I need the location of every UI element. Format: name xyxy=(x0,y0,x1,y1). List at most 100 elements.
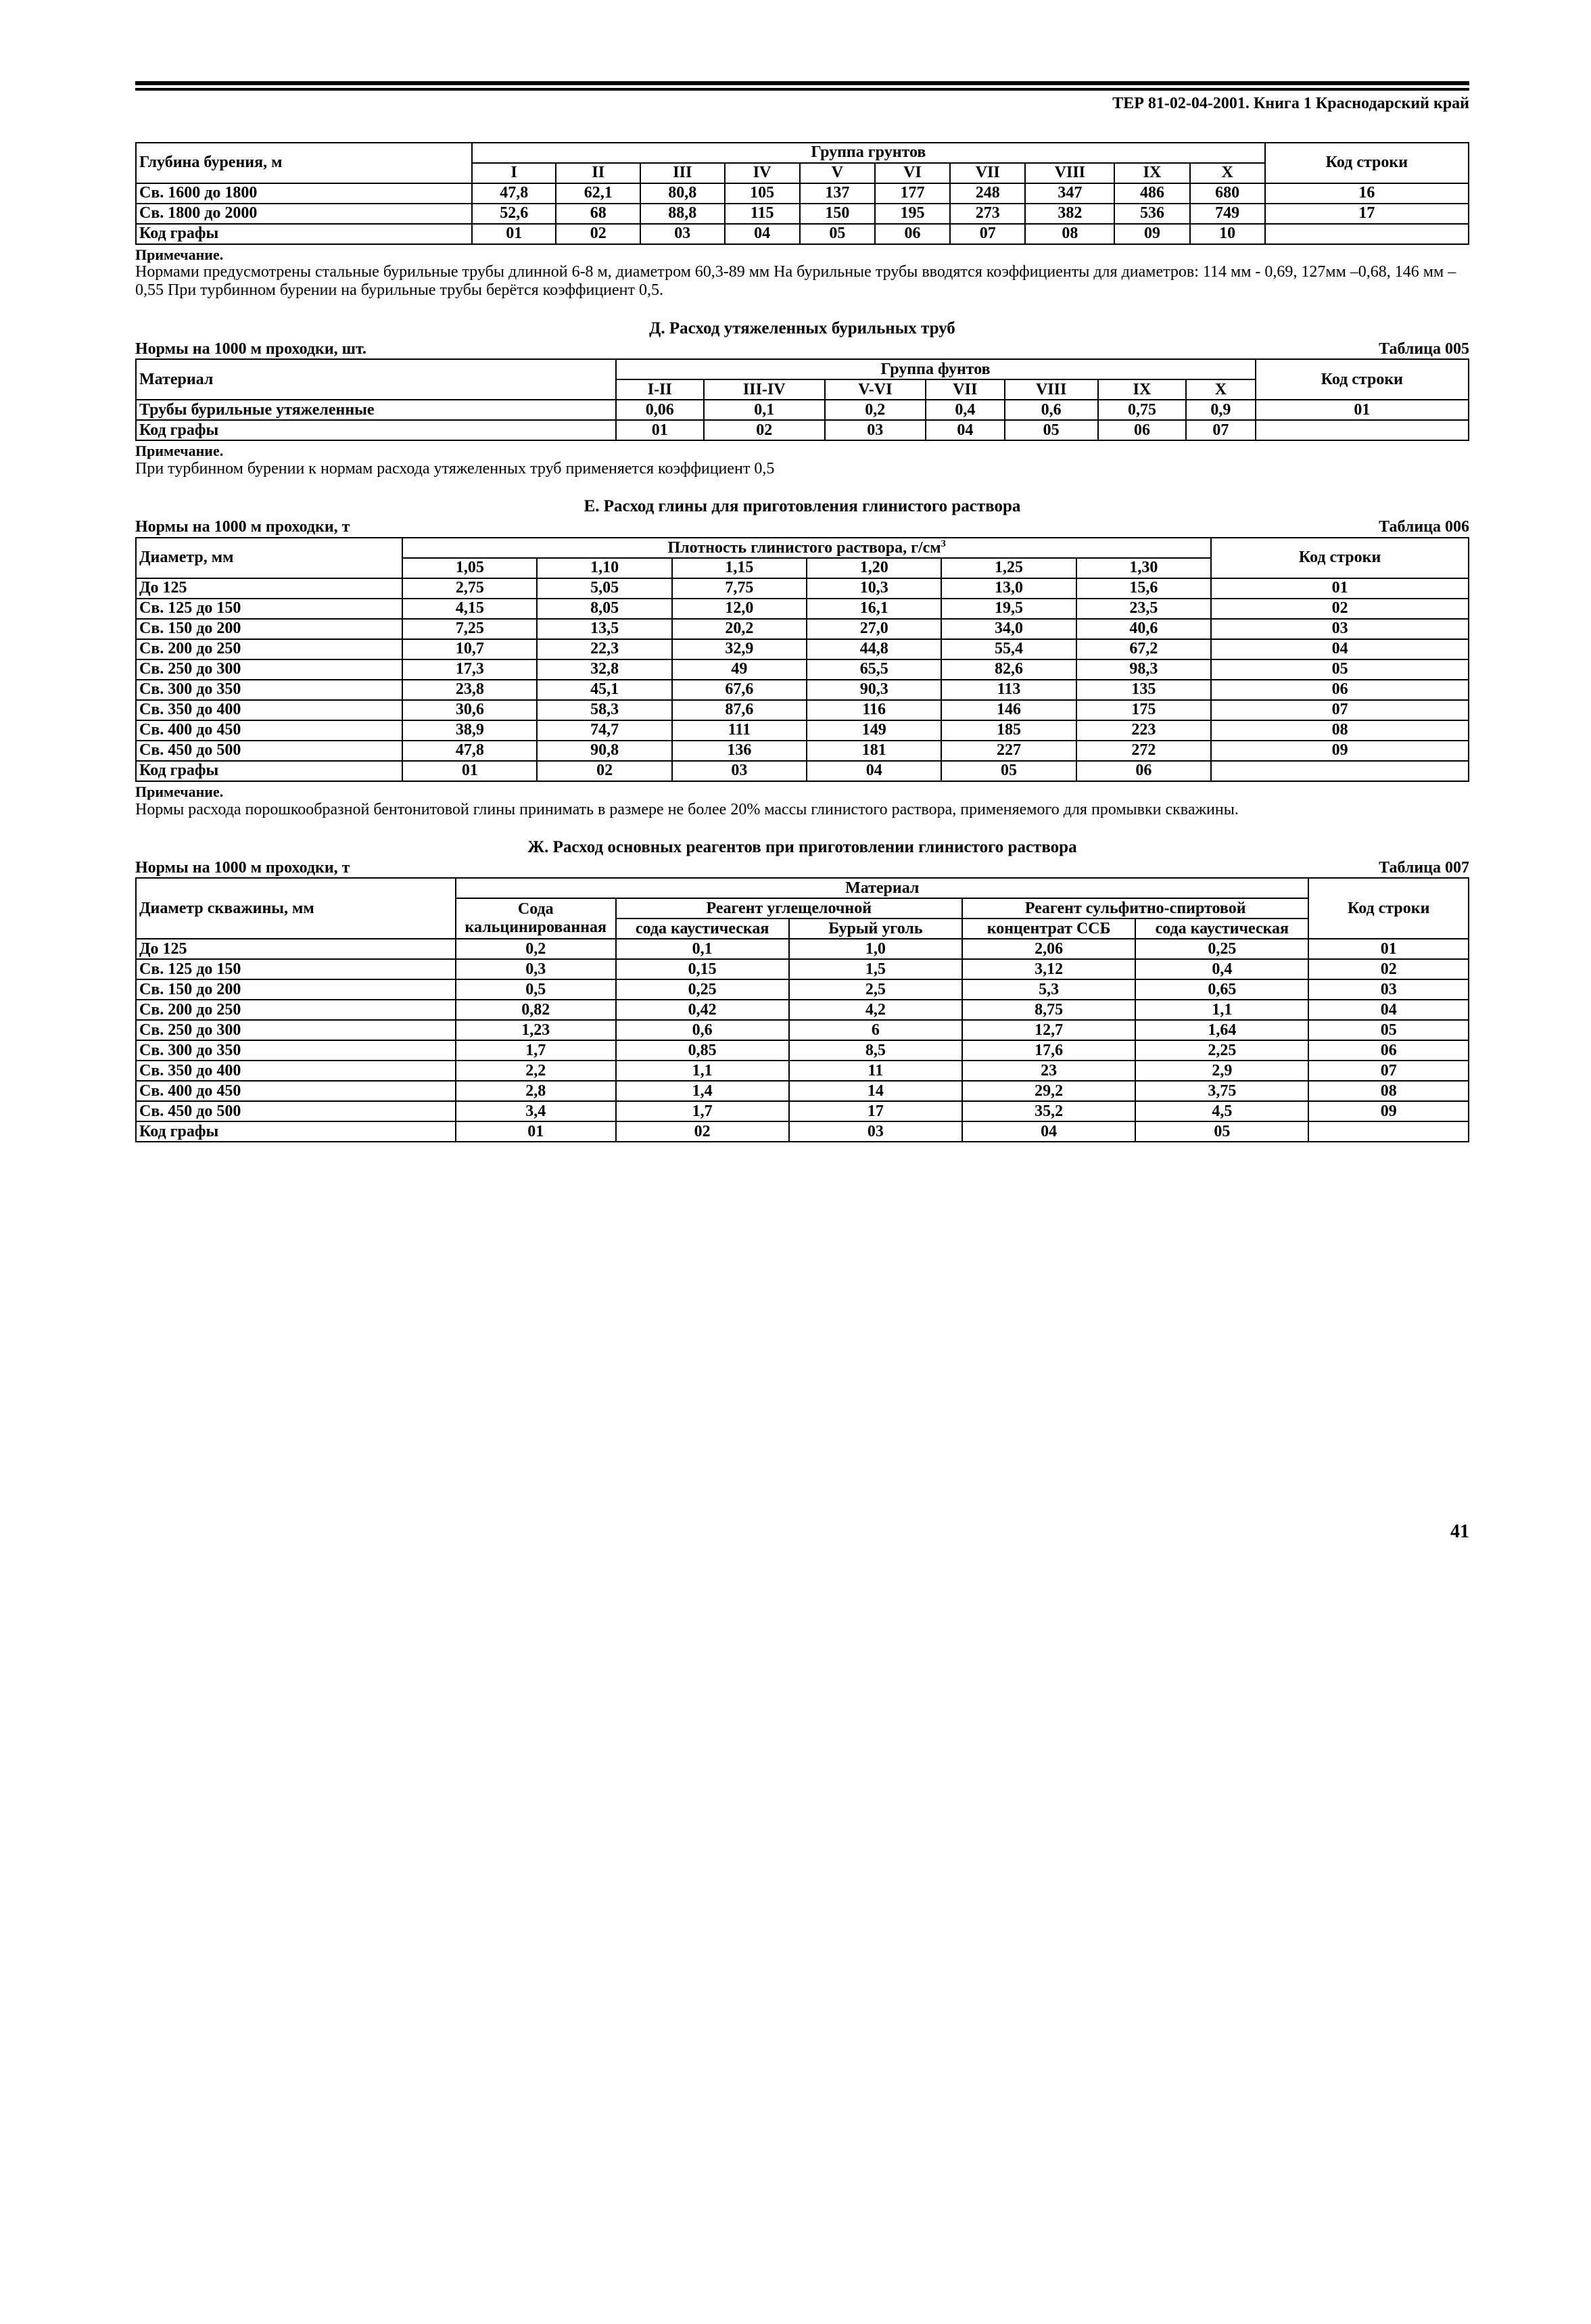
cell: 146 xyxy=(941,700,1076,720)
row-code: 09 xyxy=(1211,741,1469,761)
cell: 08 xyxy=(1025,224,1114,244)
cell: 8,75 xyxy=(962,1000,1135,1020)
cell: 03 xyxy=(789,1121,962,1142)
col-header: III xyxy=(640,163,725,183)
norms-e: Нормы на 1000 м проходки, т xyxy=(135,518,350,537)
cell: 0,3 xyxy=(456,959,616,979)
cell: 05 xyxy=(1135,1121,1308,1142)
table-row: Св. 1600 до 180047,862,180,8105137177248… xyxy=(136,183,1469,204)
cell: 2,2 xyxy=(456,1061,616,1081)
row-label: Св. 400 до 450 xyxy=(136,720,402,741)
cell: 17,6 xyxy=(962,1040,1135,1061)
cell: 5,3 xyxy=(962,979,1135,1000)
col-header: 1,25 xyxy=(941,558,1076,578)
cell: 0,15 xyxy=(616,959,789,979)
row-code: 01 xyxy=(1211,578,1469,599)
col-header: IV xyxy=(725,163,800,183)
col-header: 1,20 xyxy=(807,558,941,578)
cell: 6 xyxy=(789,1020,962,1040)
row-code: 06 xyxy=(1308,1040,1469,1061)
row-label: Св. 125 до 150 xyxy=(136,959,456,979)
cell: 0,1 xyxy=(704,400,825,420)
h2: Реагент углещелочной xyxy=(616,898,962,919)
cell: 35,2 xyxy=(962,1101,1135,1121)
cell: 14 xyxy=(789,1081,962,1101)
cell: 82,6 xyxy=(941,659,1076,680)
cell: 29,2 xyxy=(962,1081,1135,1101)
row-label: Св. 450 до 500 xyxy=(136,741,402,761)
cell: 02 xyxy=(704,420,825,440)
cell: 382 xyxy=(1025,204,1114,224)
cell: 32,9 xyxy=(672,639,807,659)
cell: 1,7 xyxy=(616,1101,789,1121)
cell: 90,8 xyxy=(537,741,671,761)
cell: 116 xyxy=(807,700,941,720)
norms-zh: Нормы на 1000 м проходки, т xyxy=(135,859,350,878)
row-label: Св. 250 до 300 xyxy=(136,659,402,680)
col-header: 1,15 xyxy=(672,558,807,578)
cell: 136 xyxy=(672,741,807,761)
note-body-d: При турбинном бурении к нормам расхода у… xyxy=(135,460,1469,479)
table-d: Материал Группа фунтов Код строки I-IIII… xyxy=(135,358,1469,441)
cell: 65,5 xyxy=(807,659,941,680)
cell: 181 xyxy=(807,741,941,761)
row-code: 08 xyxy=(1308,1081,1469,1101)
cell: 0,75 xyxy=(1098,400,1186,420)
h3: Реагент сульфитно-спиртовой xyxy=(962,898,1308,919)
tab-e: Таблица 006 xyxy=(1379,518,1469,537)
col-header: VII xyxy=(950,163,1025,183)
cell: 06 xyxy=(1076,761,1212,781)
cell: 3,4 xyxy=(456,1101,616,1121)
note-title-e: Примечание. xyxy=(135,783,1469,800)
cell: 27,0 xyxy=(807,619,941,639)
s1: сода каустическая xyxy=(616,919,789,939)
col-header: X xyxy=(1190,163,1265,183)
row-code: 01 xyxy=(1256,400,1469,420)
cell: 34,0 xyxy=(941,619,1076,639)
cell: 23 xyxy=(962,1061,1135,1081)
table-row: Св. 125 до 1500,30,151,53,120,402 xyxy=(136,959,1469,979)
cell: 0,1 xyxy=(616,939,789,959)
cell: 03 xyxy=(825,420,926,440)
table-depth: Глубина бурения, м Группа грунтов Код ст… xyxy=(135,142,1469,245)
col-header: 1,30 xyxy=(1076,558,1212,578)
cell: 05 xyxy=(800,224,875,244)
table-zh: Диаметр скважины, мм Материал Код строки… xyxy=(135,877,1469,1142)
cell: 0,2 xyxy=(456,939,616,959)
row-label: Св. 200 до 250 xyxy=(136,1000,456,1020)
cell: 0,82 xyxy=(456,1000,616,1020)
col-kod-d: Код строки xyxy=(1256,359,1469,400)
norms-d: Нормы на 1000 м проходки, шт. xyxy=(135,340,366,359)
cell: 0,2 xyxy=(825,400,926,420)
cell: 02 xyxy=(616,1121,789,1142)
cell: 4,15 xyxy=(402,599,537,619)
cell: 135 xyxy=(1076,680,1212,700)
note-body-e: Нормы расхода порошкообразной бентонитов… xyxy=(135,801,1469,820)
row-label: Св. 400 до 450 xyxy=(136,1081,456,1101)
cell: 10,7 xyxy=(402,639,537,659)
cell: 49 xyxy=(672,659,807,680)
cell: 8,05 xyxy=(537,599,671,619)
cell: 67,2 xyxy=(1076,639,1212,659)
s2: Бурый уголь xyxy=(789,919,962,939)
cell: 149 xyxy=(807,720,941,741)
cell: 04 xyxy=(725,224,800,244)
cell: 44,8 xyxy=(807,639,941,659)
cell: 0,65 xyxy=(1135,979,1308,1000)
row-label: Св. 350 до 400 xyxy=(136,1061,456,1081)
col-kod-e: Код строки xyxy=(1211,538,1469,579)
cell: 150 xyxy=(800,204,875,224)
tab-zh: Таблица 007 xyxy=(1379,859,1469,878)
col-header: II xyxy=(556,163,640,183)
cell: 06 xyxy=(1098,420,1186,440)
row-code: 09 xyxy=(1308,1101,1469,1121)
s4: сода каустическая xyxy=(1135,919,1308,939)
table-row: Св. 200 до 25010,722,332,944,855,467,204 xyxy=(136,639,1469,659)
cell: 55,4 xyxy=(941,639,1076,659)
row-code: 07 xyxy=(1308,1061,1469,1081)
cell: 10,3 xyxy=(807,578,941,599)
col-group-d: Группа фунтов xyxy=(616,359,1256,379)
row-code xyxy=(1265,224,1469,244)
note-title-d: Примечание. xyxy=(135,442,1469,459)
col-mat: Материал xyxy=(456,878,1308,898)
